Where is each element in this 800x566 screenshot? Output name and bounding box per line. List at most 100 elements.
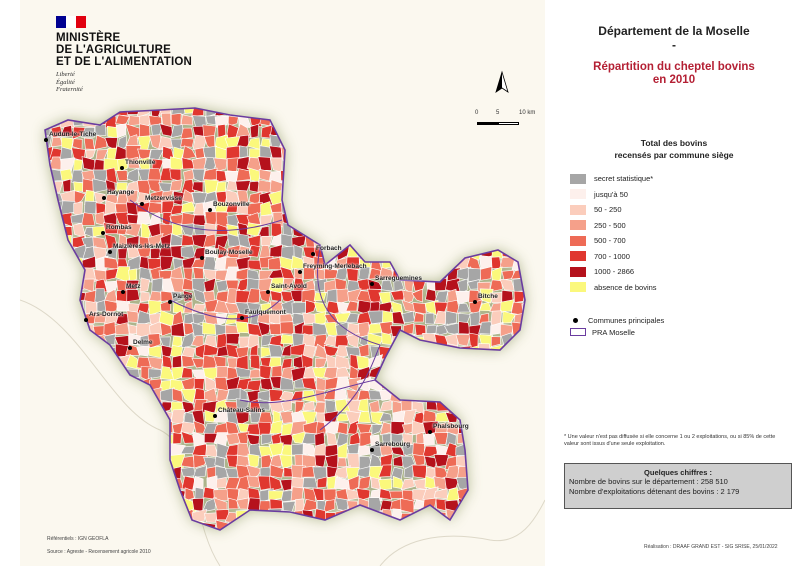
legend-swatch <box>570 189 586 200</box>
commune-cell <box>171 499 183 514</box>
motto-egalite: Égalité <box>56 78 75 86</box>
commune-cell <box>444 368 460 378</box>
credit-source: Source : Agreste - Recensement agricole … <box>47 549 151 555</box>
commune-cell <box>105 464 118 481</box>
commune-cell <box>45 115 52 128</box>
commune-cell <box>159 531 172 545</box>
commune-cell <box>301 112 315 128</box>
commune-cell <box>521 156 525 172</box>
commune-cell <box>423 432 435 446</box>
commune-cell <box>117 500 130 512</box>
marianne-flag-icon <box>56 16 86 28</box>
commune-cell <box>104 442 120 456</box>
commune-cell <box>336 413 351 422</box>
legend-symbols: Communes principales PRA Moselle <box>570 314 664 338</box>
commune-cell <box>378 478 392 491</box>
commune-cell <box>334 169 350 180</box>
commune-cell <box>345 167 361 183</box>
commune-cell <box>191 181 204 193</box>
legend-communes: Communes principales <box>570 314 664 326</box>
commune-cell <box>467 479 483 492</box>
legend-item: 500 - 700 <box>570 233 657 249</box>
key-figure-bovins: Nombre de bovins sur le département : 25… <box>569 477 728 486</box>
commune-cell <box>436 377 448 392</box>
commune-cell <box>50 355 65 368</box>
commune-cell <box>282 501 296 512</box>
commune-cell <box>125 420 142 436</box>
commune-cell <box>50 410 64 426</box>
commune-cell <box>358 343 370 358</box>
commune-cell <box>523 323 525 338</box>
commune-cell <box>512 409 525 425</box>
commune-cell <box>52 477 65 491</box>
commune-cell <box>48 453 65 469</box>
city-dot-icon <box>200 256 204 260</box>
commune-cell <box>433 387 449 402</box>
commune-cell <box>246 423 263 436</box>
commune-cell <box>414 532 425 545</box>
commune-cell <box>48 487 64 501</box>
commune-cell <box>435 257 450 271</box>
commune-cell <box>71 442 86 458</box>
commune-cell <box>456 454 470 468</box>
commune-cell <box>514 146 525 162</box>
commune-cell <box>316 376 328 392</box>
commune-cell <box>192 465 207 478</box>
commune-cell <box>489 201 502 216</box>
commune-cell <box>378 200 393 217</box>
commune-cell <box>444 135 461 149</box>
commune-cell <box>434 310 448 325</box>
ministry-logo: MINISTÈRE DE L'AGRICULTURE ET DE L'ALIME… <box>56 16 226 94</box>
commune-cell <box>259 108 273 116</box>
commune-cell <box>183 267 193 281</box>
commune-cell <box>479 189 494 205</box>
commune-cell <box>84 421 98 437</box>
commune-cell <box>400 259 416 270</box>
commune-cell <box>369 235 384 248</box>
commune-cell <box>435 157 450 172</box>
commune-cell <box>511 344 523 357</box>
commune-cell <box>203 334 217 348</box>
commune-cell <box>303 156 315 172</box>
commune-cell <box>73 201 83 217</box>
commune-cell <box>215 279 230 292</box>
legend-swatch <box>570 220 586 231</box>
commune-cell <box>345 256 360 270</box>
commune-cell <box>301 354 314 369</box>
commune-cell <box>447 146 458 162</box>
commune-cell <box>337 442 348 459</box>
commune-cell <box>106 366 118 382</box>
commune-cell <box>477 236 494 249</box>
commune-cell <box>413 190 427 206</box>
commune-cell <box>368 520 380 530</box>
commune-cell <box>347 214 360 227</box>
ministry-motto: Liberté Égalité Fraternité <box>56 71 226 94</box>
commune-cell <box>336 222 348 238</box>
commune-cell <box>466 398 482 413</box>
commune-cell <box>70 388 86 401</box>
commune-cell <box>480 222 494 237</box>
commune-cell <box>378 245 394 258</box>
commune-cell <box>512 454 525 467</box>
commune-cell <box>402 244 417 258</box>
commune-cell <box>183 290 193 302</box>
commune-cell <box>457 212 471 227</box>
commune-cell <box>413 233 428 249</box>
legend-swatch <box>570 251 586 262</box>
commune-cell <box>85 409 96 423</box>
commune-cell <box>456 169 471 184</box>
commune-cell <box>268 344 285 358</box>
commune-cell <box>455 200 472 216</box>
commune-cell <box>470 377 482 392</box>
commune-cell <box>423 348 439 358</box>
commune-cell <box>523 533 536 545</box>
commune-cell <box>489 498 505 511</box>
commune-cell <box>235 301 251 316</box>
commune-cell <box>114 486 127 502</box>
legend-label: secret statistique* <box>594 174 654 184</box>
commune-cell <box>314 147 329 160</box>
commune-cell <box>104 108 117 116</box>
city-label: Pange <box>173 293 193 300</box>
commune-cell <box>71 519 85 530</box>
commune-cell <box>159 497 175 513</box>
